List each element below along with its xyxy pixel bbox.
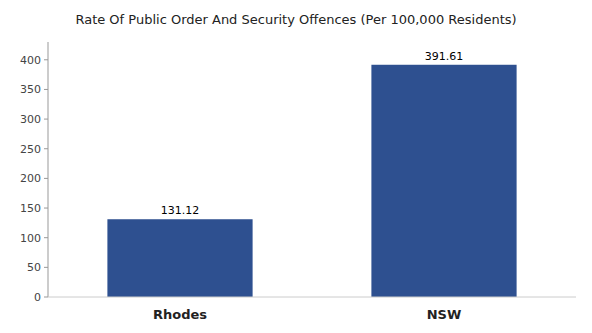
y-tick-label: 200 [20,172,41,185]
data-label: 391.61 [425,50,464,63]
y-axis-line [48,42,49,297]
y-tick-label: 0 [34,291,41,304]
chart-container: Rate Of Public Order And Security Offenc… [0,0,592,333]
y-axis: 0 50 100 150 200 250 300 350 400 [20,42,48,304]
y-tick [44,208,48,209]
y-tick [44,59,48,60]
y-tick [44,178,48,179]
x-tick-label: NSW [427,307,462,322]
y-tick [44,267,48,268]
y-tick [44,297,48,298]
y-tick [44,89,48,90]
x-tick-label: Rhodes [153,307,207,322]
y-tick-label: 400 [20,54,41,67]
y-tick [44,237,48,238]
y-tick-label: 350 [20,83,41,96]
y-tick-label: 250 [20,143,41,156]
bar [107,219,252,297]
title: Rate Of Public Order And Security Offenc… [75,12,516,27]
data-labels: 131.12 391.61 [161,50,464,217]
y-tick-label: 150 [20,202,41,215]
chart-svg: Rate Of Public Order And Security Offenc… [0,0,592,333]
y-tick [44,119,48,120]
y-tick-label: 300 [20,113,41,126]
bars [107,65,516,297]
y-tick-label: 100 [20,232,41,245]
y-tick [44,148,48,149]
x-axis-line [48,297,576,298]
x-axis: Rhodes NSW [153,307,461,322]
y-tick-label: 50 [27,261,41,274]
data-label: 131.12 [161,204,200,217]
bar [371,65,516,297]
